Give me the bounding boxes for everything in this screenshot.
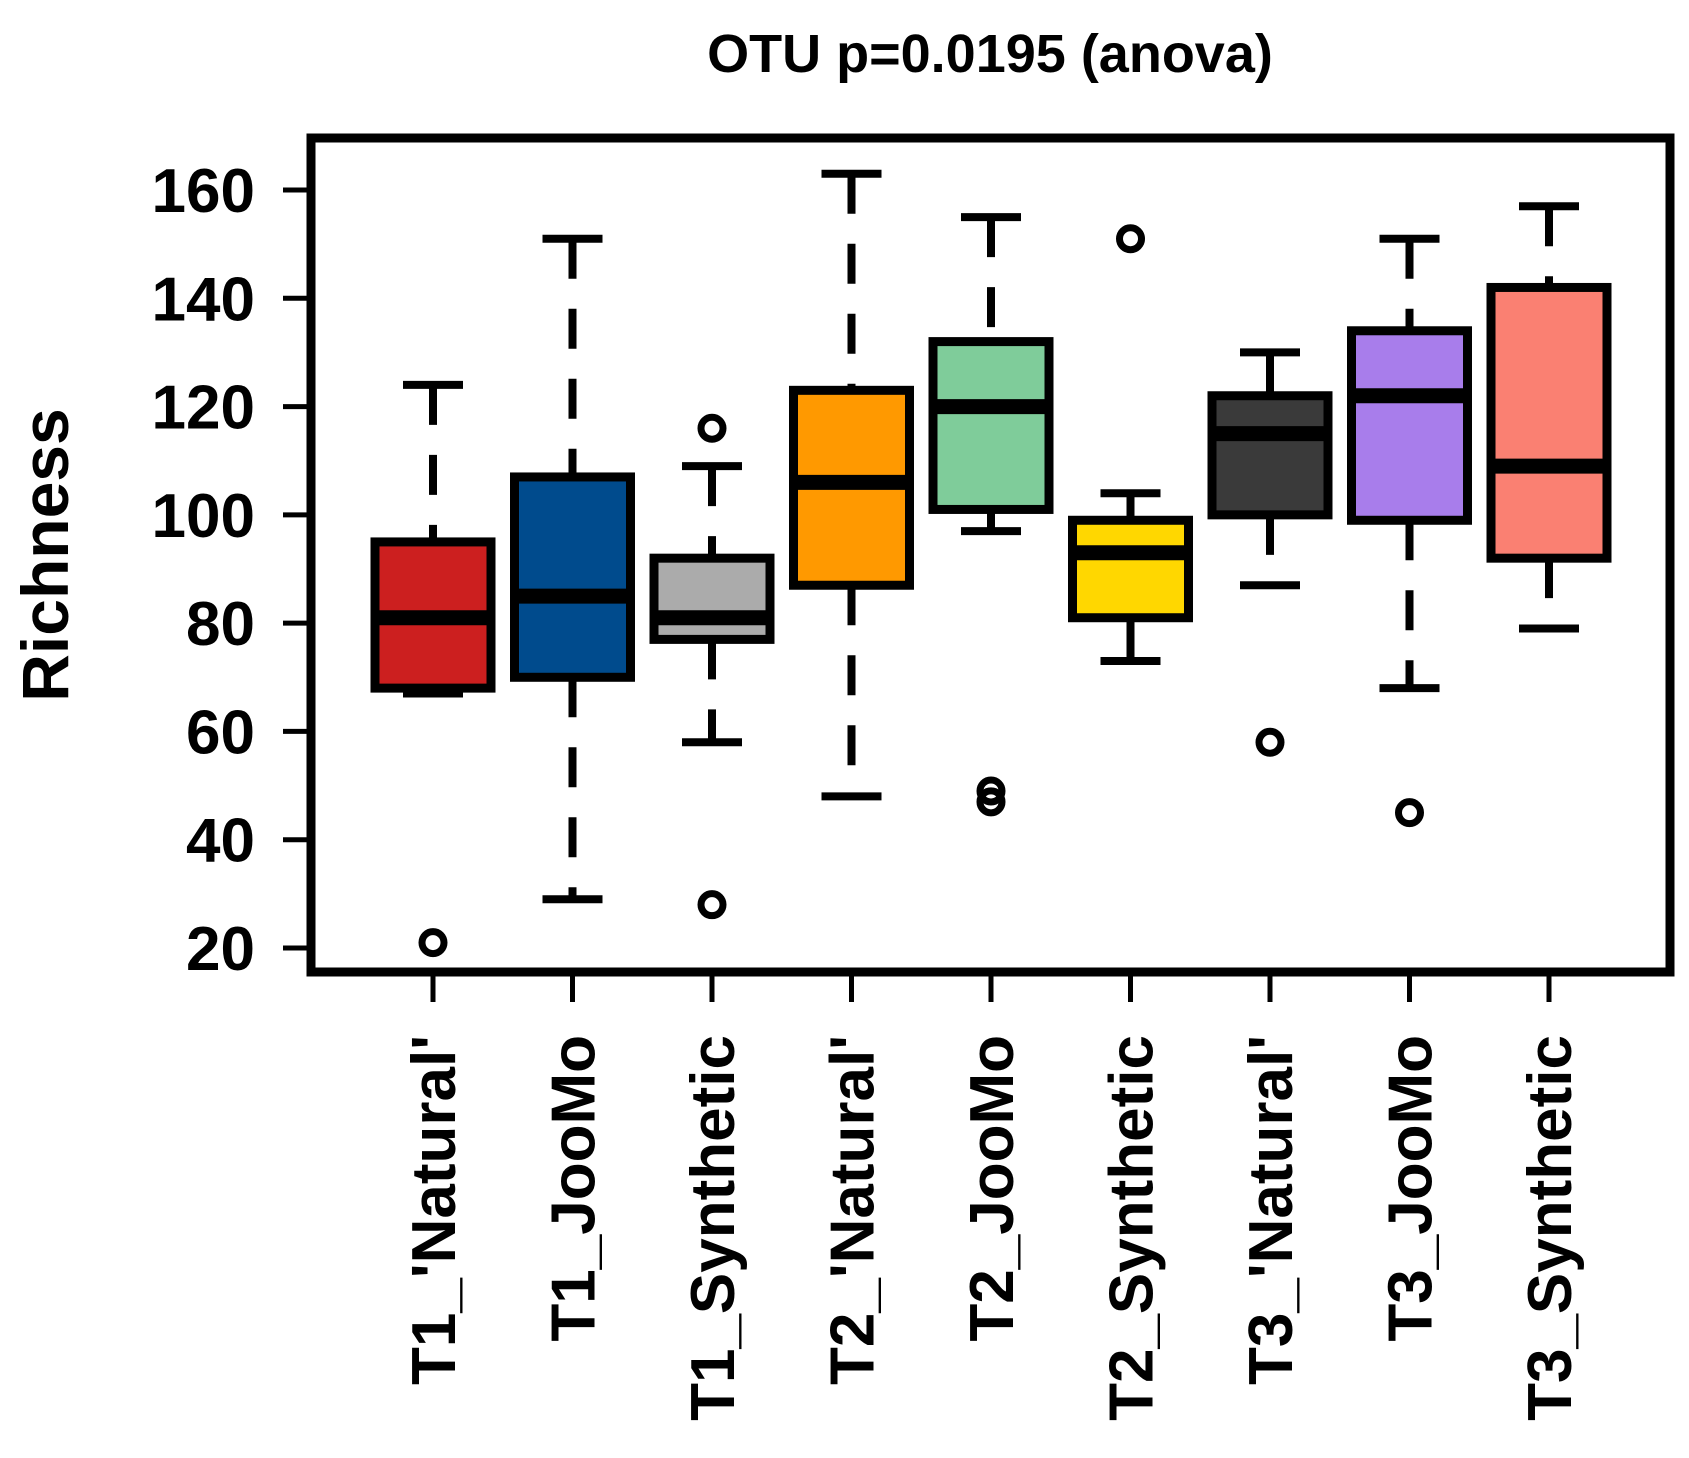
x-tick-label: T2_JooMo — [958, 1035, 1027, 1342]
box-body — [1068, 515, 1193, 623]
box-group — [1486, 202, 1612, 633]
box-group — [370, 380, 496, 958]
boxes-layer — [370, 169, 1612, 958]
box-body — [1347, 326, 1472, 525]
box-group — [1347, 234, 1472, 828]
plot-frame — [306, 133, 1675, 977]
box-body — [510, 472, 635, 682]
x-axis: T1_'Natural' T1_JooMo T1_Synthetic T2_'Natu… — [400, 972, 1585, 1421]
y-tick-label: 20 — [186, 915, 255, 984]
box-group — [649, 413, 775, 920]
box-group — [1207, 348, 1333, 757]
x-tick-label: T1_JooMo — [540, 1035, 609, 1342]
box-group — [789, 169, 914, 801]
y-tick-label: 60 — [186, 698, 255, 767]
outlier-point — [1395, 798, 1424, 828]
x-tick-label: T1_Synthetic — [679, 1035, 748, 1421]
y-tick-label: 160 — [152, 157, 255, 226]
outlier-point — [418, 928, 448, 958]
y-axis: 20 40 60 80 100 120 140 160 — [152, 157, 311, 984]
outlier-point — [697, 413, 727, 443]
outlier-point — [976, 776, 1006, 806]
x-tick-label: T3_Synthetic — [1516, 1035, 1585, 1421]
outlier-point — [976, 787, 1006, 817]
chart-title: OTU p=0.0195 (anova) — [707, 24, 1273, 84]
x-tick-label: T2_'Natural' — [819, 1035, 888, 1385]
outlier-point — [697, 890, 727, 920]
box-body — [1207, 391, 1333, 520]
x-tick-label: T3_JooMo — [1377, 1035, 1446, 1342]
box-body — [928, 337, 1054, 514]
x-tick-label: T1_'Natural' — [400, 1035, 469, 1385]
outlier-point — [1116, 224, 1145, 254]
box-group — [510, 234, 635, 904]
x-tick-label: T3_'Natural' — [1237, 1035, 1306, 1385]
y-tick-label: 80 — [186, 590, 255, 659]
box-group — [928, 213, 1054, 817]
y-tick-label: 120 — [152, 374, 255, 443]
outlier-point — [1255, 727, 1285, 757]
y-axis-label: Richness — [8, 408, 82, 701]
y-tick-label: 140 — [152, 265, 255, 334]
x-tick-label: T2_Synthetic — [1098, 1035, 1167, 1421]
box-body — [1486, 282, 1612, 563]
box-body — [649, 553, 775, 644]
y-tick-label: 40 — [186, 807, 255, 876]
y-tick-label: 100 — [152, 482, 255, 551]
box-group — [1068, 224, 1193, 666]
